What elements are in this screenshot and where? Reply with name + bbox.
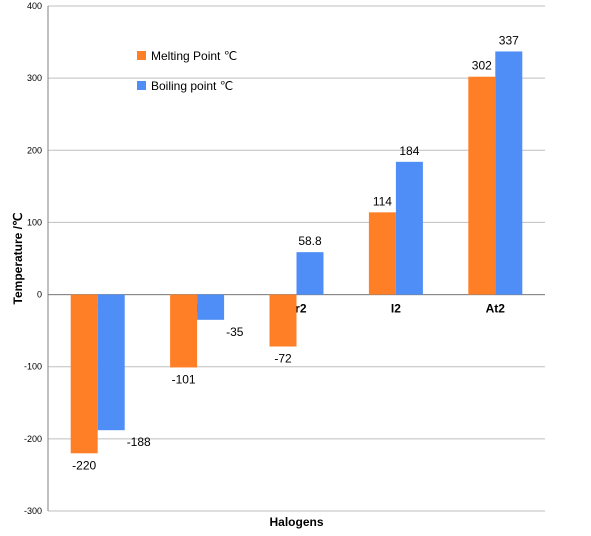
bar-cl2-boiling [197, 294, 225, 320]
legend-label: Melting Point ℃ [151, 49, 237, 63]
x-tick-label: I2 [391, 302, 401, 316]
legend-swatch [137, 51, 146, 60]
y-tick-label: 0 [37, 290, 42, 300]
data-labels: -220 -188 -101 -35 -72 58.8 114 184 302 337 [72, 33, 519, 472]
data-label: 337 [499, 33, 519, 47]
bar-br2-boiling [296, 252, 324, 295]
bar-i2-boiling [395, 161, 423, 295]
y-tick-label: 300 [27, 73, 42, 83]
data-label: -188 [127, 435, 151, 449]
legend-label: Boiling point ℃ [151, 79, 233, 93]
y-tick-label: -200 [24, 434, 42, 444]
y-tick-label: -300 [24, 506, 42, 516]
data-label: -35 [226, 325, 244, 339]
data-label: -101 [172, 372, 196, 386]
bar-cl2-melting [170, 294, 198, 368]
y-tick-label: 400 [27, 1, 42, 11]
x-tick-label: At2 [486, 302, 506, 316]
legend: Melting Point ℃ Boiling point ℃ [137, 49, 237, 93]
bar-i2-melting [368, 212, 396, 295]
bar-f2-melting [70, 294, 98, 454]
bar-br2-melting [269, 294, 297, 347]
data-label: -220 [72, 458, 96, 472]
x-axis-title: Halogens [269, 515, 323, 529]
y-tick-label: -100 [24, 362, 42, 372]
data-label: 184 [399, 144, 419, 158]
data-label: 302 [472, 59, 492, 73]
bars [70, 51, 523, 454]
data-label: 114 [373, 194, 392, 208]
bar-at2-boiling [495, 51, 523, 295]
y-tick-label: 200 [27, 145, 42, 155]
bar-at2-melting [468, 76, 496, 295]
data-label: -72 [274, 352, 292, 366]
bar-f2-boiling [97, 294, 125, 431]
y-tick-label: 100 [27, 217, 42, 227]
data-label: 58.8 [298, 234, 322, 248]
y-axis-title: Temperature /℃ [11, 213, 25, 305]
legend-swatch [137, 81, 146, 90]
